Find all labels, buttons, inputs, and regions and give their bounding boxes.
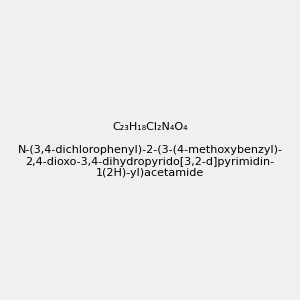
Text: C₂₃H₁₈Cl₂N₄O₄

N-(3,4-dichlorophenyl)-2-(3-(4-methoxybenzyl)-
2,4-dioxo-3,4-dihy: C₂₃H₁₈Cl₂N₄O₄ N-(3,4-dichlorophenyl)-2-(… bbox=[17, 122, 283, 178]
